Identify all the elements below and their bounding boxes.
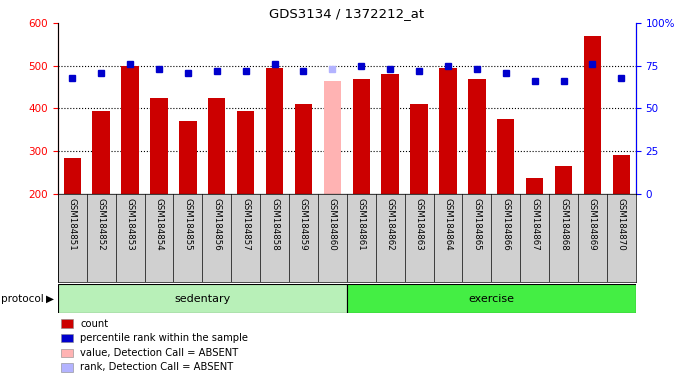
Bar <box>411 104 428 194</box>
Bar <box>58 284 347 313</box>
Text: exercise: exercise <box>469 293 514 304</box>
Text: GSM184869: GSM184869 <box>588 199 597 251</box>
Text: GSM184856: GSM184856 <box>212 199 221 251</box>
Bar <box>237 111 254 194</box>
Text: GSM184861: GSM184861 <box>357 199 366 251</box>
Text: ▶: ▶ <box>46 293 54 304</box>
Text: GSM184852: GSM184852 <box>97 199 105 251</box>
Bar <box>469 79 486 194</box>
Text: GSM184851: GSM184851 <box>68 199 77 251</box>
Text: GSM184870: GSM184870 <box>617 199 626 251</box>
Text: GSM184855: GSM184855 <box>184 199 192 251</box>
Text: GSM184862: GSM184862 <box>386 199 394 251</box>
Text: rank, Detection Call = ABSENT: rank, Detection Call = ABSENT <box>80 362 233 372</box>
Text: GSM184865: GSM184865 <box>473 199 481 251</box>
Text: GSM184864: GSM184864 <box>443 199 452 251</box>
Text: protocol: protocol <box>1 293 44 304</box>
Title: GDS3134 / 1372212_at: GDS3134 / 1372212_at <box>269 7 424 20</box>
Bar <box>208 98 226 194</box>
Text: GSM184853: GSM184853 <box>126 199 135 251</box>
Text: sedentary: sedentary <box>174 293 231 304</box>
Text: GSM184857: GSM184857 <box>241 199 250 251</box>
Bar <box>555 166 573 194</box>
Text: percentile rank within the sample: percentile rank within the sample <box>80 333 248 343</box>
Bar <box>381 74 398 194</box>
Bar <box>353 79 370 194</box>
Text: GSM184854: GSM184854 <box>154 199 163 251</box>
Bar <box>439 68 457 194</box>
Bar <box>150 98 168 194</box>
Bar <box>92 111 110 194</box>
Text: GSM184867: GSM184867 <box>530 199 539 251</box>
Bar <box>497 119 515 194</box>
Text: GSM184858: GSM184858 <box>270 199 279 251</box>
Bar <box>266 68 284 194</box>
Text: count: count <box>80 319 108 329</box>
Bar <box>64 157 81 194</box>
Bar <box>584 36 601 194</box>
Bar <box>613 156 630 194</box>
Text: GSM184866: GSM184866 <box>501 199 510 251</box>
Text: GSM184863: GSM184863 <box>415 199 424 251</box>
Text: GSM184859: GSM184859 <box>299 199 308 251</box>
Bar <box>122 66 139 194</box>
Text: value, Detection Call = ABSENT: value, Detection Call = ABSENT <box>80 348 239 358</box>
Bar <box>295 104 312 194</box>
Text: GSM184868: GSM184868 <box>559 199 568 251</box>
Bar <box>324 81 341 194</box>
Bar <box>526 178 543 194</box>
Bar <box>347 284 636 313</box>
Bar <box>180 121 197 194</box>
Text: GSM184860: GSM184860 <box>328 199 337 251</box>
